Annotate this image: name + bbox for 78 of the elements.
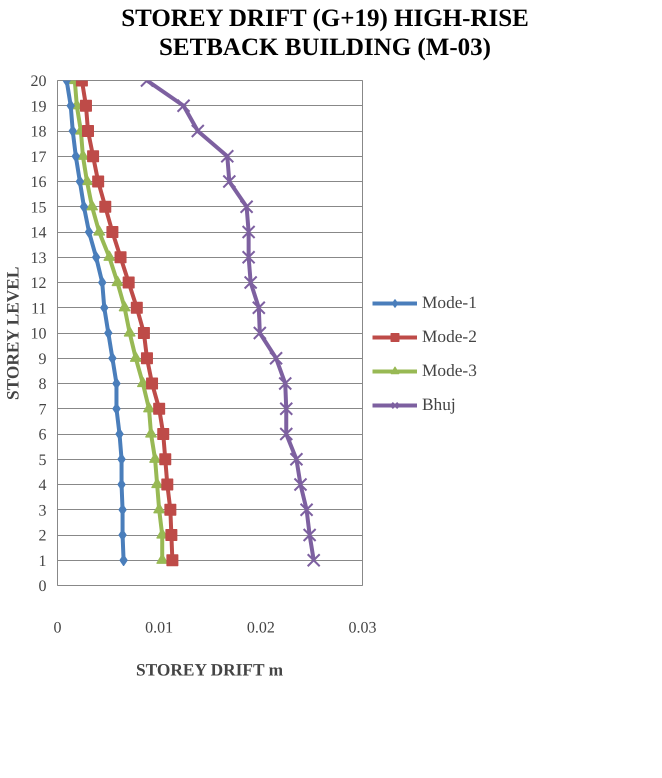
point xyxy=(240,199,254,214)
point xyxy=(293,476,308,492)
legend-label: Mode-3 xyxy=(422,360,477,380)
point xyxy=(124,326,136,336)
y-tick-label: 17 xyxy=(30,148,46,166)
y-tick-label: 6 xyxy=(38,426,46,443)
legend-label: Bhuj xyxy=(422,394,456,414)
point xyxy=(114,250,127,263)
y-tick-label: 12 xyxy=(30,274,46,292)
point xyxy=(176,98,191,112)
y-tick-label: 4 xyxy=(38,476,46,494)
legend-label: Mode-1 xyxy=(422,292,477,312)
point xyxy=(92,175,104,187)
point xyxy=(112,377,121,389)
point xyxy=(122,276,135,288)
y-tick-label: 5 xyxy=(38,451,46,468)
x-tick-label: 0.03 xyxy=(348,619,376,636)
point xyxy=(92,250,100,263)
point xyxy=(279,401,294,416)
point xyxy=(159,452,172,465)
point xyxy=(76,175,84,187)
y-tick-label: 20 xyxy=(30,72,46,90)
y-tick-label: 3 xyxy=(38,502,46,519)
y-tick-label: 18 xyxy=(30,123,46,140)
point xyxy=(99,200,112,212)
chart-title: STOREY DRIFT (G+19) HIGH-RISE SETBACK BUILDING (M-03) xyxy=(121,5,529,62)
point xyxy=(289,452,304,466)
point xyxy=(279,426,294,441)
point xyxy=(84,226,94,238)
point xyxy=(190,123,205,138)
point xyxy=(164,503,176,516)
x-tick-label: 0.02 xyxy=(246,619,275,636)
point xyxy=(80,99,92,112)
point xyxy=(157,428,170,440)
y-tick-label: 7 xyxy=(38,400,46,418)
y-tick-label: 2 xyxy=(38,527,46,544)
y-tick-label: 13 xyxy=(30,249,46,266)
y-axis-title: STOREY LEVEL xyxy=(4,266,22,400)
point xyxy=(140,352,153,364)
y-tick-label: 0 xyxy=(38,578,46,594)
point xyxy=(138,326,150,338)
point xyxy=(87,150,100,162)
point xyxy=(300,502,314,516)
point xyxy=(106,226,118,238)
y-tick-label: 15 xyxy=(30,198,46,216)
y-tick-label: 8 xyxy=(38,376,46,392)
point xyxy=(242,224,256,239)
point xyxy=(98,276,106,288)
point xyxy=(302,527,317,542)
point xyxy=(161,478,174,490)
point xyxy=(130,301,143,314)
y-tick-label: 1 xyxy=(38,552,46,570)
x-axis-title: STOREY DRIFT m xyxy=(136,660,284,679)
y-tick-label: 10 xyxy=(30,325,46,342)
y-tick-label: 19 xyxy=(30,98,46,115)
point xyxy=(242,250,256,264)
point xyxy=(153,402,166,414)
legend-label: Mode-2 xyxy=(422,326,477,346)
point xyxy=(220,148,234,163)
point xyxy=(252,325,267,340)
y-tick-label: 9 xyxy=(38,350,46,368)
point xyxy=(146,377,158,389)
point xyxy=(166,554,178,566)
y-tick-label: 16 xyxy=(30,174,46,190)
point xyxy=(165,528,178,540)
x-tick-label: 0.01 xyxy=(145,619,174,636)
y-tick-label: 11 xyxy=(31,300,46,317)
point xyxy=(222,174,236,188)
point xyxy=(252,300,266,314)
point xyxy=(306,552,321,567)
x-tick-label: 0 xyxy=(54,619,62,636)
point xyxy=(244,274,258,290)
point xyxy=(93,224,106,236)
point xyxy=(269,350,284,365)
point xyxy=(82,124,94,136)
y-tick-label: 14 xyxy=(30,224,46,241)
point xyxy=(111,275,124,286)
point xyxy=(278,376,292,390)
